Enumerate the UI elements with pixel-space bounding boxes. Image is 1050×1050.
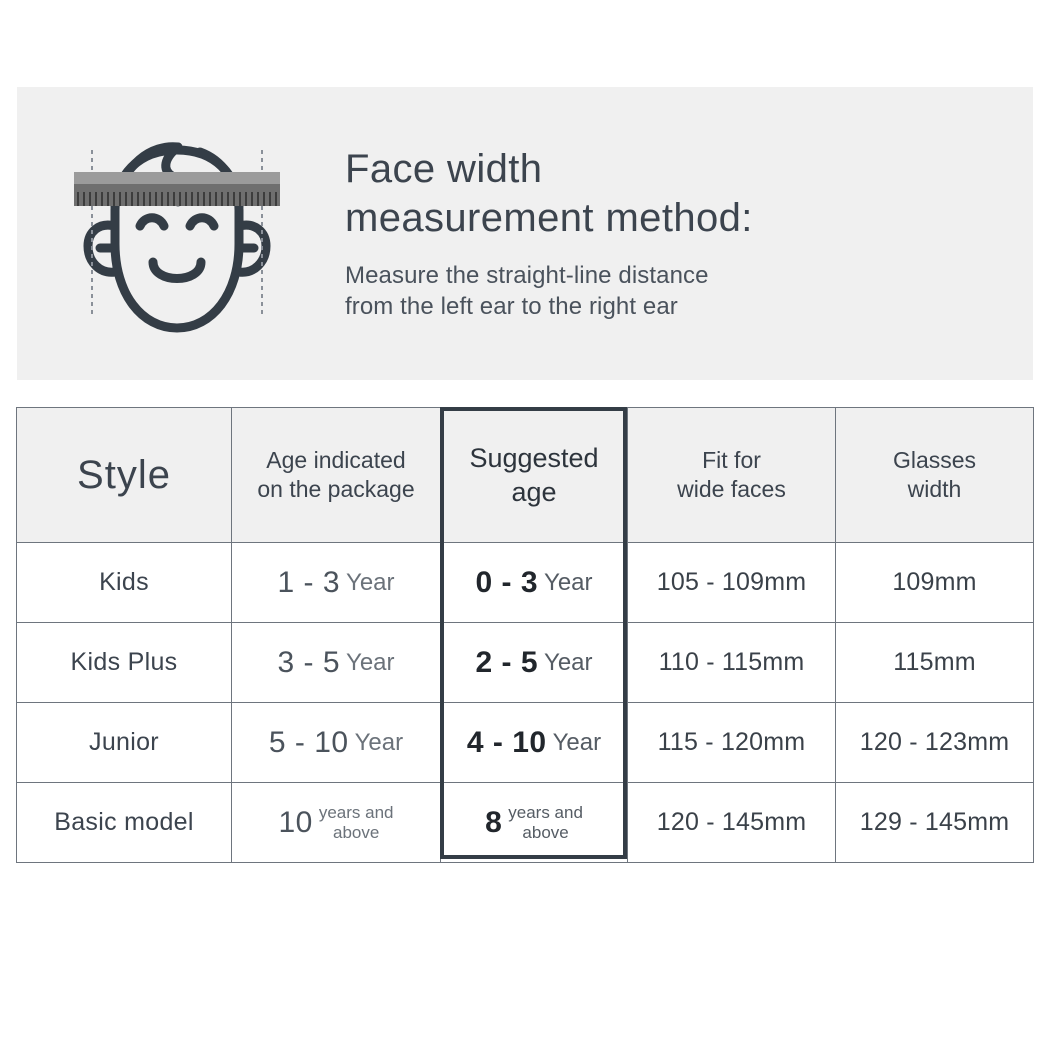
suggested-age-number: 0 - 3	[475, 565, 539, 599]
table-row: Basic model 10 years and above 8 years a…	[16, 782, 1034, 863]
header-style: Style	[16, 407, 232, 543]
style-label: Junior	[89, 728, 159, 756]
header-glasses-width: Glasses width	[835, 407, 1034, 543]
hero-text-block: Face width measurement method: Measure t…	[327, 145, 1033, 322]
package-age-unit: Year	[346, 648, 395, 676]
table-row: Junior 5 - 10 Year 4 - 10 Year 115 - 120…	[16, 702, 1034, 783]
table-body: Kids 1 - 3 Year 0 - 3 Year 105 - 109mm	[16, 542, 1034, 863]
cell-wide-faces: 105 - 109mm	[627, 542, 836, 623]
cell-style: Kids Plus	[16, 622, 232, 703]
header-age-on-package: Age indicated on the package	[231, 407, 441, 543]
header-suggested-age-label: Suggested age	[469, 443, 599, 507]
wide-faces-value: 120 - 145mm	[656, 808, 807, 836]
ruler-graphic	[74, 171, 280, 206]
cell-glasses-width: 115mm	[835, 622, 1034, 703]
cell-wide-faces: 110 - 115mm	[627, 622, 836, 703]
package-age-number: 10	[278, 805, 313, 839]
glasses-width-value: 109mm	[892, 568, 977, 596]
cell-glasses-width: 120 - 123mm	[835, 702, 1034, 783]
style-label: Basic model	[54, 808, 194, 836]
suggested-age-unit: Year	[552, 728, 602, 756]
header-style-label: Style	[77, 452, 171, 497]
suggested-age-number: 4 - 10	[466, 725, 547, 759]
cell-wide-faces: 115 - 120mm	[627, 702, 836, 783]
wide-faces-value: 110 - 115mm	[658, 648, 805, 676]
header-glasses-width-label: Glasses width	[892, 447, 977, 502]
cell-package-age: 5 - 10 Year	[231, 702, 441, 783]
style-label: Kids	[99, 568, 149, 596]
hero-subtitle: Measure the straight-line distance from …	[345, 262, 709, 320]
hero-title: Face width measurement method:	[345, 147, 753, 240]
cell-wide-faces: 120 - 145mm	[627, 782, 836, 863]
cell-glasses-width: 129 - 145mm	[835, 782, 1034, 863]
wide-faces-value: 115 - 120mm	[657, 728, 806, 756]
package-age-unit: Year	[354, 728, 404, 756]
package-age-number: 1 - 3	[277, 565, 341, 599]
hero-panel: Face width measurement method: Measure t…	[17, 87, 1033, 380]
suggested-age-unit: Year	[544, 648, 593, 676]
suggested-age-unit: years and above	[508, 802, 583, 842]
table-header-row: Style Age indicated on the package Sugge…	[16, 407, 1034, 543]
header-suggested-age: Suggested age	[440, 407, 628, 543]
package-age-unit: years and above	[318, 802, 394, 842]
header-fit-wide-faces: Fit for wide faces	[627, 407, 836, 543]
table-row: Kids 1 - 3 Year 0 - 3 Year 105 - 109mm	[16, 542, 1034, 623]
glasses-width-value: 129 - 145mm	[859, 808, 1010, 836]
cell-suggested-age: 4 - 10 Year	[440, 702, 628, 783]
cell-package-age: 3 - 5 Year	[231, 622, 441, 703]
cell-suggested-age: 8 years and above	[440, 782, 628, 863]
glasses-width-value: 120 - 123mm	[859, 728, 1010, 756]
cell-suggested-age: 0 - 3 Year	[440, 542, 628, 623]
header-fit-wide-faces-label: Fit for wide faces	[677, 447, 786, 502]
child-face-ruler-icon	[27, 114, 327, 354]
wide-faces-value: 105 - 109mm	[656, 568, 807, 596]
package-age-number: 5 - 10	[268, 725, 349, 759]
table-row: Kids Plus 3 - 5 Year 2 - 5 Year 110 - 11…	[16, 622, 1034, 703]
style-label: Kids Plus	[70, 648, 178, 676]
glasses-width-value: 115mm	[893, 648, 976, 676]
cell-package-age: 1 - 3 Year	[231, 542, 441, 623]
suggested-age-number: 2 - 5	[475, 645, 539, 679]
cell-suggested-age: 2 - 5 Year	[440, 622, 628, 703]
cell-package-age: 10 years and above	[231, 782, 441, 863]
package-age-unit: Year	[346, 568, 395, 596]
table-header: Style Age indicated on the package Sugge…	[16, 407, 1034, 543]
cell-style: Junior	[16, 702, 232, 783]
package-age-number: 3 - 5	[277, 645, 341, 679]
cell-style: Kids	[16, 542, 232, 623]
cell-glasses-width: 109mm	[835, 542, 1034, 623]
cell-style: Basic model	[16, 782, 232, 863]
header-age-on-package-label: Age indicated on the package	[257, 447, 415, 502]
suggested-age-number: 8	[485, 805, 503, 839]
suggested-age-unit: Year	[544, 568, 593, 596]
size-chart-table: Style Age indicated on the package Sugge…	[16, 407, 1034, 863]
